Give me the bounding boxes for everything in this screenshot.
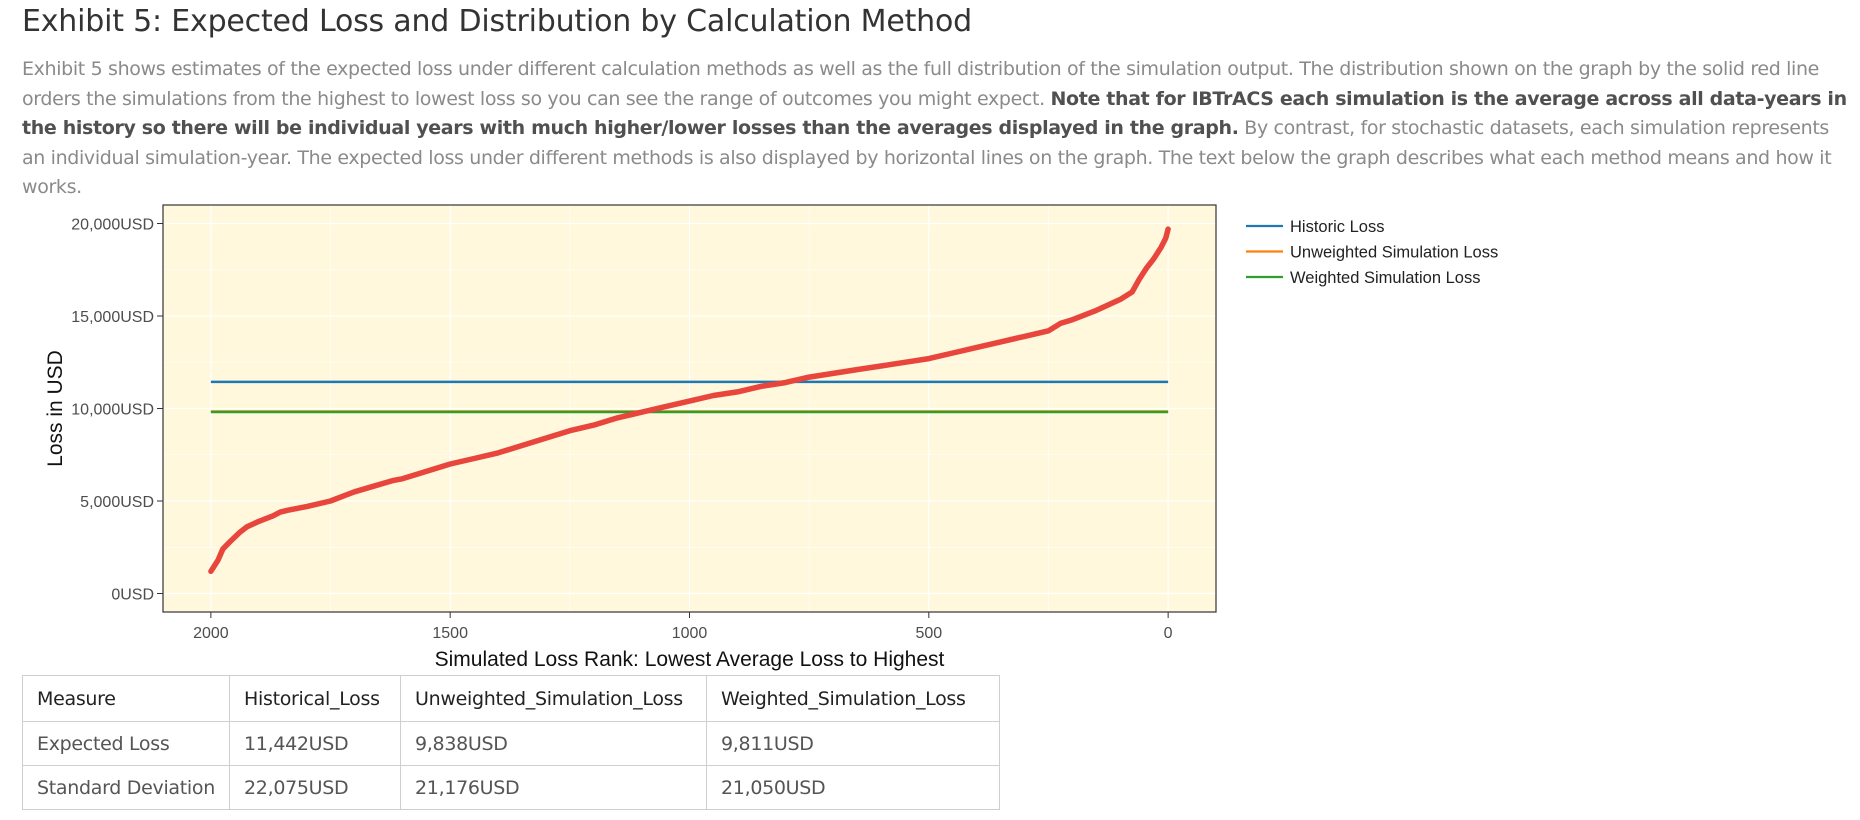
table-cell: Standard Deviation (22, 765, 230, 810)
x-tick-label: 2000 (193, 625, 229, 642)
table-cell: Expected Loss (22, 721, 230, 766)
table-cell: 9,838USD (400, 721, 707, 766)
x-tick-label: 0 (1164, 625, 1173, 642)
legend-label-historic-loss: Historic Loss (1290, 218, 1384, 236)
legend-label-unweighted-simulation-loss: Unweighted Simulation Loss (1290, 244, 1498, 262)
header-measure: Measure (22, 675, 230, 722)
header-historical-loss: Historical_Loss (229, 675, 401, 722)
distribution-line (208, 226, 1171, 575)
x-axis-title: Simulated Loss Rank: Lowest Average Loss… (435, 648, 945, 671)
y-tick-label: 5,000USD (80, 494, 154, 511)
header-weighted-simulation-loss: Weighted_Simulation_Loss (706, 675, 1000, 722)
y-tick-label: 0USD (111, 587, 154, 604)
intro-paragraph: Exhibit 5 shows estimates of the expecte… (22, 55, 1852, 203)
intro-bold-note: Note that for IBTrACS each simulation is… (22, 87, 1847, 140)
table-cell: 21,176USD (400, 765, 707, 810)
y-tick-label: 10,000USD (71, 402, 154, 419)
legend-label-weighted-simulation-loss: Weighted Simulation Loss (1290, 269, 1480, 287)
table-row: Standard Deviation 22,075USD 21,176USD 2… (22, 765, 1000, 810)
table-cell: 21,050USD (706, 765, 1000, 810)
intro-text-1: Exhibit 5 shows estimates of the expecte… (22, 58, 1819, 110)
x-tick-label: 500 (915, 625, 942, 642)
table-header-row: Measure Historical_Loss Unweighted_Simul… (22, 675, 1000, 722)
intro-text-2: By contrast, for stochastic datasets, ea… (22, 117, 1832, 198)
table-cell: 11,442USD (229, 721, 401, 766)
y-tick-label: 20,000USD (71, 217, 154, 234)
header-unweighted-simulation-loss: Unweighted_Simulation_Loss (400, 675, 707, 722)
x-tick-label: 1000 (672, 625, 708, 642)
table-row: Expected Loss 11,442USD 9,838USD 9,811US… (22, 721, 1000, 766)
table-cell: 22,075USD (229, 765, 401, 810)
expected-loss-table: Measure Historical_Loss Unweighted_Simul… (22, 675, 1000, 810)
y-axis-title: Loss in USD (44, 350, 67, 467)
page-title: Exhibit 5: Expected Loss and Distributio… (22, 4, 972, 39)
y-tick-label: 15,000USD (71, 309, 154, 326)
x-tick-label: 1500 (432, 625, 468, 642)
table-cell: 9,811USD (706, 721, 1000, 766)
